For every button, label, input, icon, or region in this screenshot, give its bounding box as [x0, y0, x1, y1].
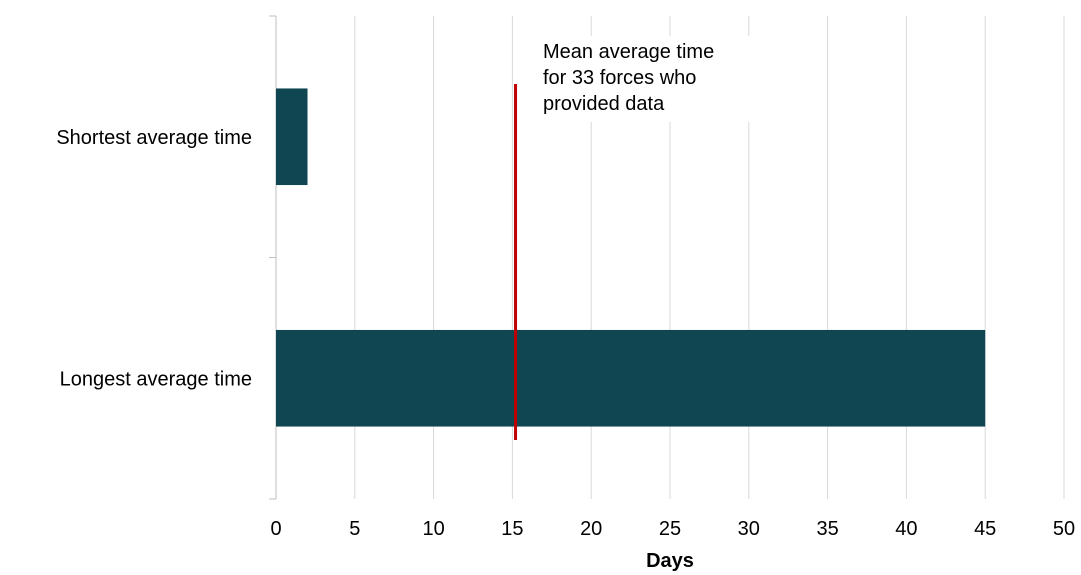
- x-tick-label: 40: [895, 518, 917, 540]
- x-tick-label: 35: [816, 518, 838, 540]
- bars: [276, 88, 986, 427]
- annotation-line: Mean average time: [543, 41, 714, 63]
- x-tick-labels: 0 5 10 15 20 25 30 35 40 45 50: [270, 518, 1075, 540]
- annotation-line: provided data: [543, 93, 665, 115]
- category-labels: Shortest average time Longest average tim…: [56, 127, 252, 391]
- x-tick-label: 30: [738, 518, 760, 540]
- x-tick-label: 25: [659, 518, 681, 540]
- category-label: Longest average time: [60, 368, 252, 390]
- x-tick-label: 0: [270, 518, 281, 540]
- x-tick-label: 50: [1053, 518, 1075, 540]
- reference-line-annotation: Mean average time for 33 forces who provid…: [543, 41, 714, 115]
- annotation-line: for 33 forces who: [543, 67, 696, 89]
- category-label: Shortest average time: [56, 127, 252, 149]
- x-tick-label: 45: [974, 518, 996, 540]
- x-tick-label: 10: [422, 518, 444, 540]
- x-tick-label: 15: [501, 518, 523, 540]
- bar: [276, 329, 986, 427]
- y-axis: [269, 15, 277, 500]
- x-axis-title: Days: [646, 550, 694, 572]
- bar: [276, 88, 308, 186]
- x-tick-label: 20: [580, 518, 602, 540]
- annotation-background: [535, 36, 785, 122]
- x-tick-label: 5: [349, 518, 360, 540]
